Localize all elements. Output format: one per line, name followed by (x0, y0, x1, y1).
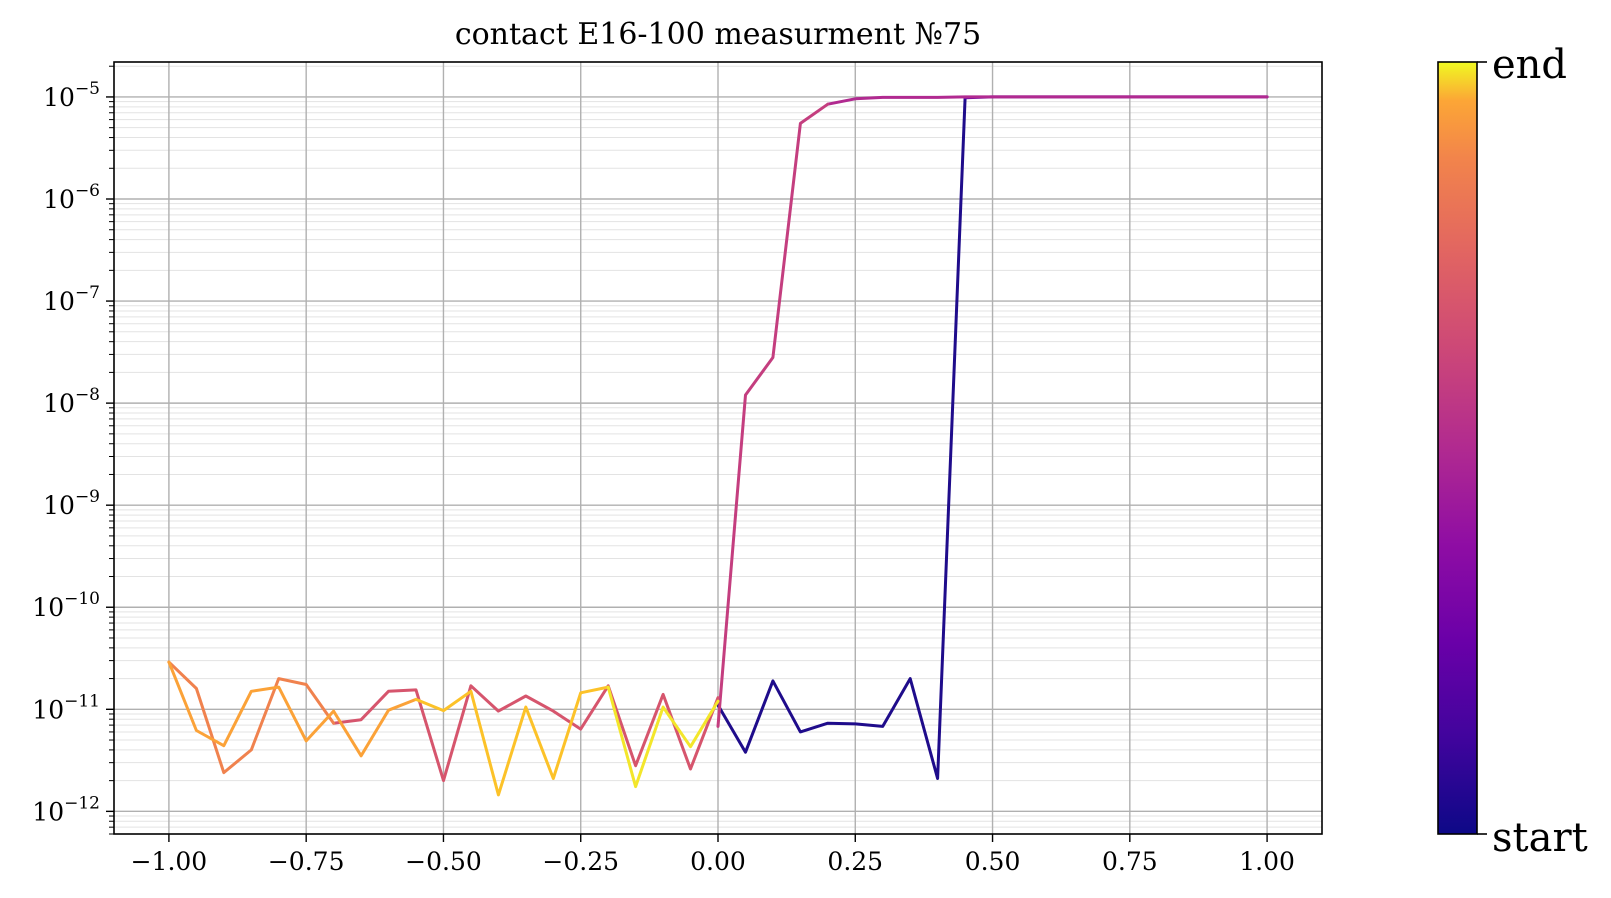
y-tick-label: 10−6 (43, 181, 100, 214)
series-line (716, 102, 830, 728)
series-line (606, 685, 720, 789)
x-tick-label: 1.00 (1239, 847, 1295, 876)
x-tick-label: 0.75 (1102, 847, 1158, 876)
series-line (826, 95, 1269, 106)
x-tick-label: −0.50 (405, 847, 482, 876)
y-tick-label: 10−5 (43, 79, 100, 112)
y-tick-label: 10−11 (32, 691, 100, 724)
x-axis: −1.00 −0.75 −0.50 −0.25 0.00 0.25 0.50 0.75 1.00 (131, 834, 1295, 876)
colorbar-label-end: end (1492, 42, 1567, 88)
x-tick-label: −0.75 (268, 847, 345, 876)
series-lines (167, 95, 1269, 797)
x-tick-label: 0.50 (965, 847, 1021, 876)
y-tick-label: 10−7 (43, 283, 100, 316)
x-tick-label: 0.00 (690, 847, 746, 876)
y-axis: 10−12 10−11 10−10 10−9 10−8 10−7 10−6 10−5 (32, 65, 114, 835)
colorbar-label-start: start (1492, 815, 1588, 861)
x-tick-label: −0.25 (542, 847, 619, 876)
major-gridlines (114, 62, 1322, 834)
colorbar: end start (1437, 42, 1588, 861)
series-line (167, 660, 418, 758)
series-line (716, 96, 967, 780)
y-tick-label: 10−8 (43, 385, 100, 418)
colorbar-gradient (1437, 61, 1478, 835)
chart-title: contact E16-100 measurment №75 (455, 17, 981, 52)
x-tick-label: −1.00 (131, 847, 208, 876)
y-tick-label: 10−10 (32, 589, 100, 622)
x-tick-label: 0.25 (827, 847, 883, 876)
y-tick-label: 10−12 (32, 793, 100, 826)
series-line (332, 684, 720, 783)
series-line (167, 660, 336, 775)
series-line (414, 685, 610, 797)
y-tick-label: 10−9 (43, 487, 100, 520)
